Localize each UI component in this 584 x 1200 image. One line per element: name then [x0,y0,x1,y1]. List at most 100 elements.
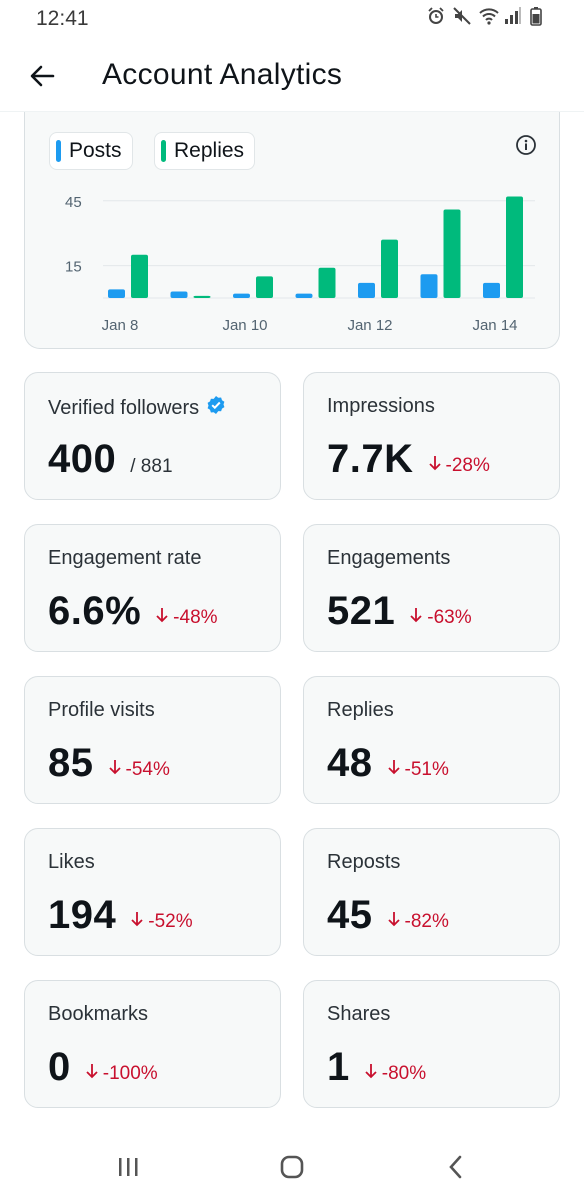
x-tick-label: Jan 10 [222,317,267,334]
bar-posts[interactable] [233,293,250,298]
bar-posts[interactable] [295,293,313,298]
stat-label-text: Engagements [327,547,451,569]
stat-label-text: Bookmarks [48,1003,149,1025]
legend-posts[interactable]: Posts [49,132,133,170]
status-bar: 12:41 [0,0,584,36]
stat-value: 48 [327,741,373,785]
bar-replies[interactable] [443,209,461,298]
legend-replies-swatch [161,140,166,162]
bar-replies[interactable] [318,267,336,298]
stat-label-text: Engagement rate [48,547,202,569]
stat-label: Bookmarks [48,1003,148,1026]
stat-card[interactable]: Shares 1 -80% [303,980,560,1108]
bar-posts[interactable] [358,282,375,298]
stat-value-row: 45 -82% [327,893,449,938]
y-tick-label: 45 [65,194,82,211]
bar-replies[interactable] [193,295,211,298]
stat-change: -63% [409,606,472,630]
stat-change-text: -82% [404,911,449,932]
stat-change-text: -100% [102,1063,158,1084]
stat-value: 1 [327,1045,350,1089]
bar-posts[interactable] [483,282,500,298]
y-tick-label: 15 [65,259,82,276]
stat-value: 6.6% [48,589,142,633]
verified-badge-icon [206,395,226,421]
stat-card[interactable]: Bookmarks 0 -100% [24,980,281,1108]
stat-label-text: Profile visits [48,699,155,721]
stat-value: 45 [327,893,373,937]
arrow-down-icon [364,1062,378,1086]
stat-card[interactable]: Profile visits 85 -54% [24,676,281,804]
stat-total: / 881 [130,456,173,477]
stat-label: Engagements [327,547,450,570]
bar-replies[interactable] [381,239,398,298]
app-header: Account Analytics [0,40,584,112]
stat-value-row: 6.6% -48% [48,589,218,634]
stat-change: -48% [155,606,218,630]
arrow-down-icon [130,910,144,934]
legend-posts-label: Posts [69,139,122,162]
stat-label-text: Verified followers [48,396,200,419]
arrow-down-icon [428,454,442,478]
stat-card[interactable]: Engagements 521 -63% [303,524,560,652]
system-nav-bar [0,1130,584,1200]
stat-value-row: 0 -100% [48,1045,158,1090]
legend-posts-swatch [56,140,61,162]
stat-value-row: 85 -54% [48,741,170,786]
arrow-down-icon [387,758,401,782]
info-icon[interactable] [515,134,537,156]
stat-change-text: -28% [445,455,490,476]
back-button[interactable] [22,56,62,96]
stat-value: 194 [48,893,117,937]
stat-label-text: Reposts [327,851,401,873]
bar-replies[interactable] [506,196,523,298]
back-icon[interactable] [440,1152,470,1182]
bar-posts[interactable] [420,274,438,298]
stat-value-row: 521 -63% [327,589,472,634]
legend-replies[interactable]: Replies [154,132,256,170]
stat-label-text: Likes [48,851,95,873]
stat-change: -52% [130,910,193,934]
stat-card[interactable]: Replies 48 -51% [303,676,560,804]
stat-label: Verified followers [48,395,226,421]
status-icons [426,6,550,26]
stat-label-text: Shares [327,1003,391,1025]
stat-label: Profile visits [48,699,155,722]
arrow-down-icon [387,910,401,934]
home-icon[interactable] [277,1152,307,1182]
stat-card[interactable]: Reposts 45 -82% [303,828,560,956]
alarm-icon [426,6,446,26]
stat-card[interactable]: Verified followers 400 / 881 [24,372,281,500]
bar-posts[interactable] [108,289,125,298]
stat-change-text: -51% [404,759,449,780]
stat-label-text: Impressions [327,395,435,417]
stat-change: -51% [387,758,449,782]
stat-card[interactable]: Impressions 7.7K -28% [303,372,560,500]
stat-change-text: -80% [381,1063,427,1084]
stat-change: -100% [85,1062,158,1086]
stat-value: 0 [48,1045,71,1089]
bar-replies[interactable] [256,276,273,298]
stat-change: -82% [387,910,449,934]
arrow-down-icon [155,606,169,630]
stat-change-text: -54% [125,759,170,780]
status-time: 12:41 [36,7,89,30]
stat-card[interactable]: Engagement rate 6.6% -48% [24,524,281,652]
stat-card[interactable]: Likes 194 -52% [24,828,281,956]
recent-apps-icon[interactable] [113,1152,143,1182]
bar-chart: 45 15 Jan 8 Jan 10 Jan 12 Jan 14 [65,194,535,334]
page-title: Account Analytics [102,58,343,91]
bar-replies[interactable] [131,254,148,298]
stat-value-row: 1 -80% [327,1045,426,1090]
signal-icon [504,6,524,26]
mute-icon [452,6,472,26]
x-tick-label: Jan 8 [102,317,139,334]
chart-card: Posts Replies 45 15 Jan 8 Jan 10 Jan 12 Jan 1… [24,112,560,349]
x-tick-label: Jan 12 [347,317,392,334]
arrow-down-icon [108,758,122,782]
bar-posts[interactable] [170,291,188,298]
stat-change-text: -63% [427,607,472,628]
stat-label: Impressions [327,395,435,418]
stat-label: Replies [327,699,394,722]
stat-label: Likes [48,851,95,874]
